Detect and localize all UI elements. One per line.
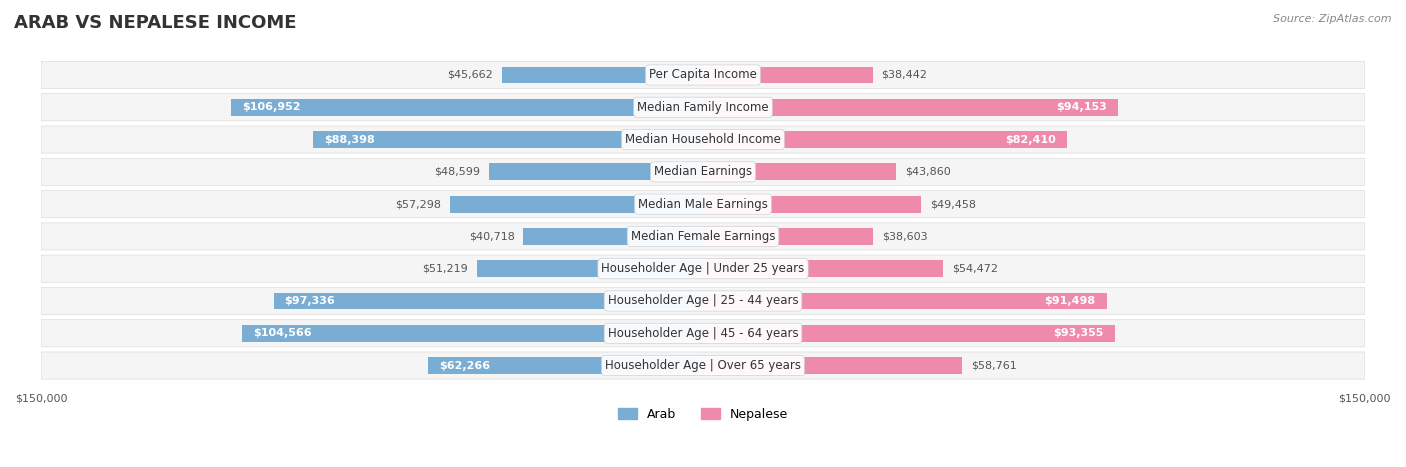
Text: $62,266: $62,266 [439,361,491,370]
FancyBboxPatch shape [41,94,1365,121]
Bar [703,163,897,180]
Text: $94,153: $94,153 [1056,102,1108,112]
FancyBboxPatch shape [41,126,1365,153]
Bar [314,131,703,148]
Bar [242,325,703,342]
Text: $54,472: $54,472 [952,264,998,274]
Text: ARAB VS NEPALESE INCOME: ARAB VS NEPALESE INCOME [14,14,297,32]
Bar [703,196,921,212]
Bar [703,67,873,83]
Text: $43,860: $43,860 [905,167,950,177]
Text: Median Earnings: Median Earnings [654,165,752,178]
FancyBboxPatch shape [41,320,1365,347]
FancyBboxPatch shape [41,158,1365,185]
Text: Median Female Earnings: Median Female Earnings [631,230,775,243]
Bar [703,260,943,277]
Bar [703,357,962,374]
Bar [523,228,703,245]
Text: Median Family Income: Median Family Income [637,101,769,114]
Text: $106,952: $106,952 [242,102,301,112]
Text: Median Household Income: Median Household Income [626,133,780,146]
Bar [703,131,1067,148]
Text: Householder Age | Over 65 years: Householder Age | Over 65 years [605,359,801,372]
Text: $38,442: $38,442 [882,70,928,80]
FancyBboxPatch shape [41,223,1365,250]
Text: $57,298: $57,298 [395,199,441,209]
FancyBboxPatch shape [41,287,1365,315]
Text: Per Capita Income: Per Capita Income [650,69,756,81]
Text: $93,355: $93,355 [1053,328,1104,338]
Text: $104,566: $104,566 [253,328,311,338]
FancyBboxPatch shape [41,352,1365,379]
Text: Source: ZipAtlas.com: Source: ZipAtlas.com [1274,14,1392,24]
Bar [703,325,1115,342]
Text: $48,599: $48,599 [434,167,479,177]
Bar [489,163,703,180]
Text: Householder Age | Under 25 years: Householder Age | Under 25 years [602,262,804,275]
Bar [231,99,703,116]
Legend: Arab, Nepalese: Arab, Nepalese [613,403,793,425]
Text: Householder Age | 45 - 64 years: Householder Age | 45 - 64 years [607,327,799,340]
FancyBboxPatch shape [41,61,1365,89]
Text: $51,219: $51,219 [422,264,468,274]
Bar [703,228,873,245]
Text: $97,336: $97,336 [284,296,336,306]
Bar [502,67,703,83]
Bar [703,293,1107,309]
Bar [703,99,1118,116]
Text: $88,398: $88,398 [323,134,375,145]
Text: $38,603: $38,603 [882,232,928,241]
Text: $45,662: $45,662 [447,70,492,80]
Bar [477,260,703,277]
Bar [429,357,703,374]
FancyBboxPatch shape [41,191,1365,218]
Bar [450,196,703,212]
Text: $91,498: $91,498 [1045,296,1095,306]
Text: $58,761: $58,761 [972,361,1017,370]
FancyBboxPatch shape [41,255,1365,282]
Text: $49,458: $49,458 [929,199,976,209]
Text: $82,410: $82,410 [1005,134,1056,145]
Bar [274,293,703,309]
Text: $40,718: $40,718 [468,232,515,241]
Text: Median Male Earnings: Median Male Earnings [638,198,768,211]
Text: Householder Age | 25 - 44 years: Householder Age | 25 - 44 years [607,295,799,307]
